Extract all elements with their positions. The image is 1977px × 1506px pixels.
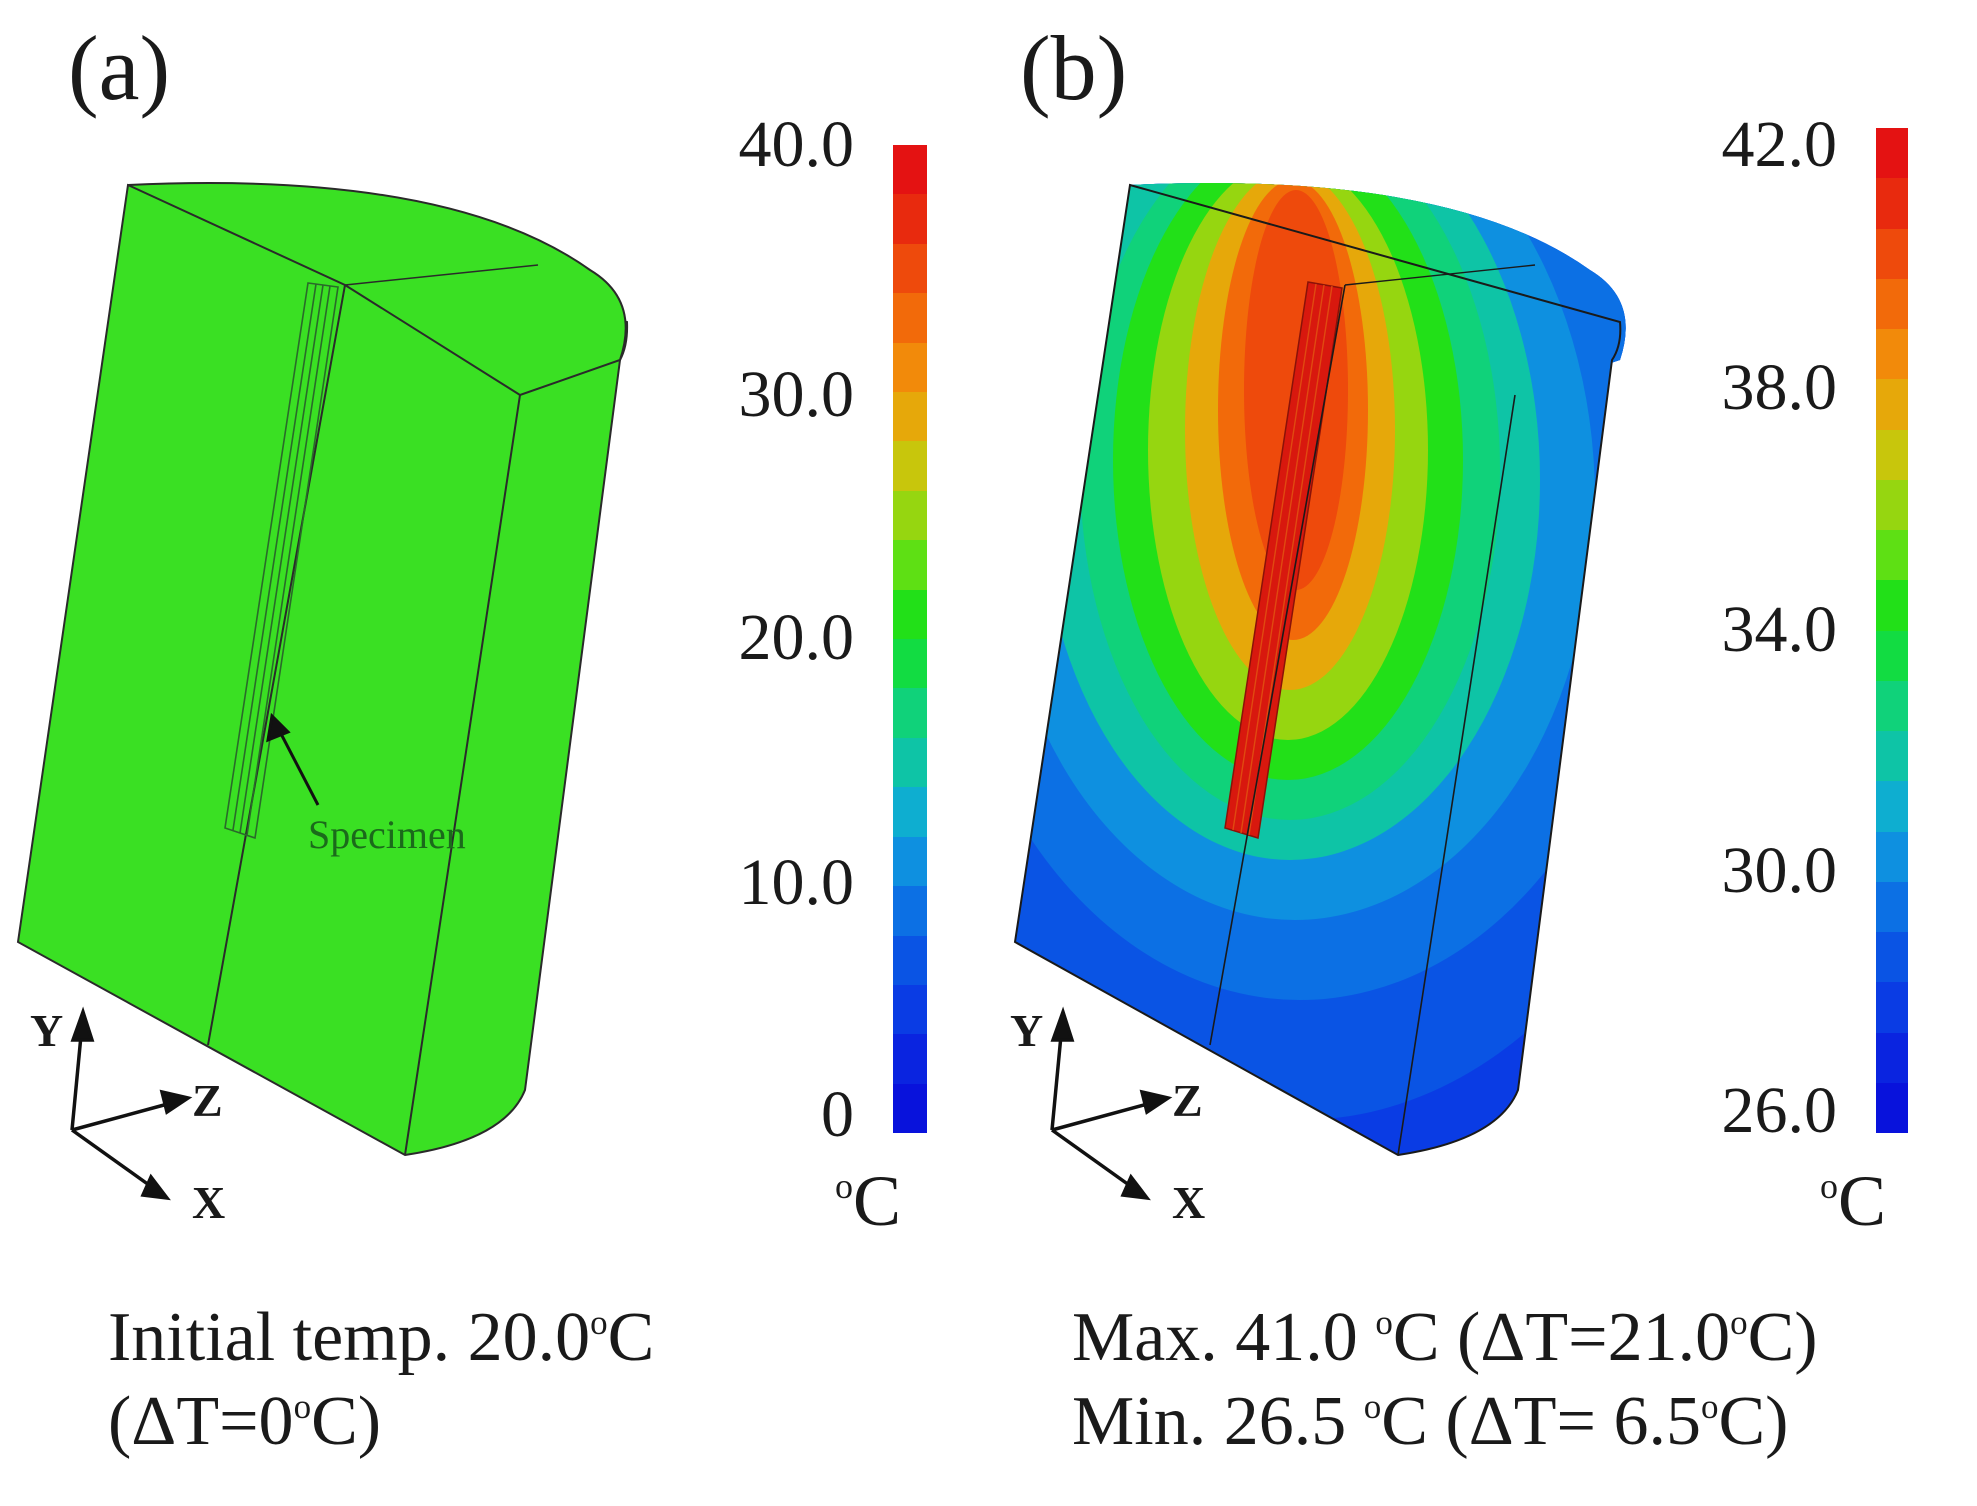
colorbar-band <box>1876 781 1908 832</box>
colorbar-band <box>1876 379 1908 430</box>
caption-a: Initial temp. 20.0oC (ΔT=0oC) <box>108 1296 654 1464</box>
colorbar-band <box>893 935 927 985</box>
colorbar-band <box>893 688 927 738</box>
axis-z-label-a: Z <box>192 1075 223 1126</box>
specimen-b <box>1224 281 1343 839</box>
colorbar-band <box>893 1034 927 1084</box>
colorbar-tick-a-1: 30.0 <box>738 358 855 431</box>
colorbar-band <box>1876 1032 1908 1083</box>
colorbar-band <box>1876 580 1908 631</box>
colorbar-band <box>1876 731 1908 782</box>
colorbar-tick-b-0: 42.0 <box>1721 108 1838 181</box>
panel-label-b: (b) <box>1020 17 1128 119</box>
axis-x-label-b: X <box>1172 1177 1206 1228</box>
caption-b-max: Max. 41.0 oC (ΔT=21.0oC) <box>1072 1299 1818 1376</box>
colorbar-band <box>1876 329 1908 380</box>
colorbar-band <box>893 145 927 195</box>
colorbar-band <box>893 589 927 640</box>
colorbar-band <box>1876 178 1908 229</box>
caption-a-line1: Initial temp. 20.0oC <box>108 1299 655 1376</box>
colorbar-band <box>1876 680 1908 731</box>
colorbar-tick-a-0: 40.0 <box>738 108 855 181</box>
colorbar-band <box>1876 429 1908 480</box>
colorbar-band <box>893 293 927 343</box>
colorbar-band <box>893 886 927 936</box>
cylinder-top-a <box>127 182 627 397</box>
colorbar-band <box>893 787 927 837</box>
colorbar-band <box>1876 479 1908 530</box>
colorbar-band <box>1876 128 1908 179</box>
colorbar-band <box>893 194 927 244</box>
colorbar-band <box>893 737 927 788</box>
top-edge-a <box>344 264 539 286</box>
cut-edge-a2 <box>404 394 521 1156</box>
cylinder-body-a <box>16 183 629 1157</box>
axis-z-label-b: Z <box>1172 1075 1203 1126</box>
caption-b: Max. 41.0 oC (ΔT=21.0oC) Min. 26.5 oC (Δ… <box>1072 1296 1818 1464</box>
colorbar-tick-b-1: 38.0 <box>1721 351 1838 424</box>
colorbar-unit-a: oC <box>835 1161 902 1241</box>
colorbar-tick-b-4: 26.0 <box>1721 1074 1838 1147</box>
colorbar-band <box>893 1083 927 1134</box>
colorbar-band <box>893 392 927 442</box>
colorbar-tick-a-4: 0 <box>821 1078 854 1151</box>
colorbar-b <box>1876 128 1908 1133</box>
colorbar-tick-b-2: 34.0 <box>1721 593 1838 666</box>
axis-triad-b <box>1050 1006 1173 1201</box>
colorbar-band <box>1876 1082 1908 1133</box>
colorbar-a <box>893 145 927 1134</box>
caption-b-min: Min. 26.5 oC (ΔT= 6.5oC) <box>1072 1383 1789 1460</box>
colorbar-band <box>893 342 927 393</box>
specimen-a <box>224 282 339 840</box>
colorbar-unit-b: oC <box>1820 1161 1887 1241</box>
colorbar-band <box>1876 278 1908 329</box>
colorbar-band <box>893 243 927 294</box>
colorbar-tick-a-3: 10.0 <box>738 846 855 919</box>
colorbar-band <box>1876 831 1908 882</box>
colorbar-band <box>893 490 927 541</box>
colorbar-tick-a-2: 20.0 <box>738 601 855 674</box>
colorbar-band <box>893 639 927 689</box>
axis-y-label-a: Y <box>30 1005 64 1056</box>
colorbar-band <box>1876 881 1908 932</box>
panel-label-a: (a) <box>68 17 171 119</box>
specimen-label: Specimen <box>308 812 466 857</box>
axis-triad-a <box>70 1006 193 1201</box>
axis-x-label-a: X <box>192 1177 226 1228</box>
colorbar-band <box>893 984 927 1035</box>
colorbar-band <box>893 540 927 590</box>
colorbar-band <box>1876 530 1908 581</box>
caption-a-line2: (ΔT=0oC) <box>108 1383 382 1460</box>
colorbar-band <box>1876 982 1908 1033</box>
colorbar-band <box>1876 630 1908 681</box>
axis-y-label-b: Y <box>1010 1005 1044 1056</box>
colorbar-band <box>1876 228 1908 279</box>
colorbar-tick-b-3: 30.0 <box>1721 834 1838 907</box>
colorbar-band <box>893 441 927 491</box>
colorbar-band <box>1876 932 1908 983</box>
colorbar-band <box>893 836 927 887</box>
cut-edge-a1 <box>207 284 346 1046</box>
specimen-arrow <box>266 712 320 806</box>
